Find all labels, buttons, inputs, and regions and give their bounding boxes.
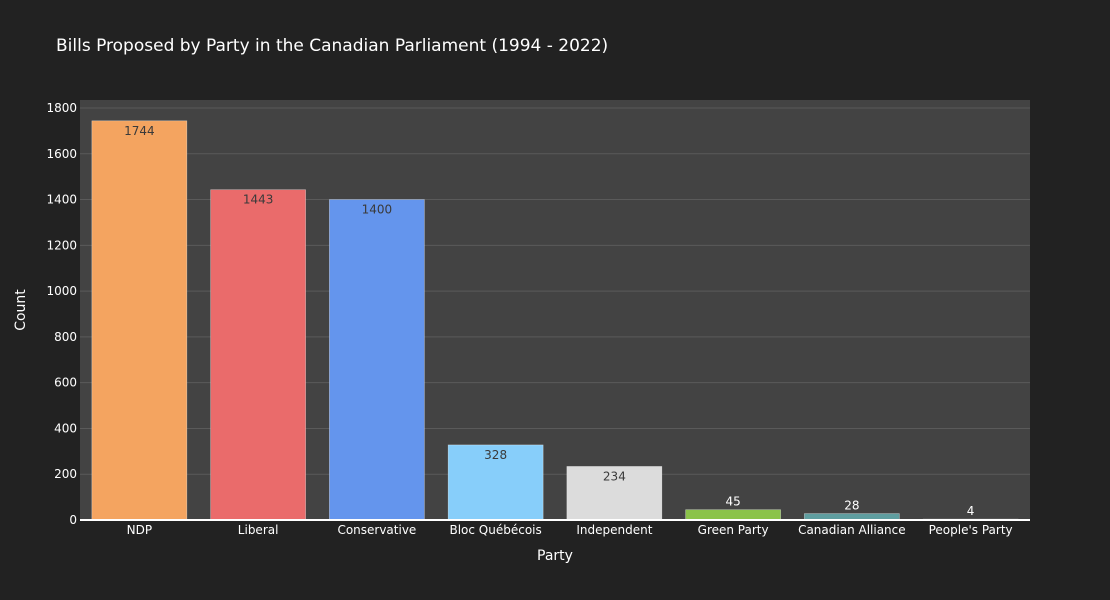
x-tick-label: Independent: [576, 523, 652, 537]
x-tick-label: Liberal: [238, 523, 279, 537]
y-axis-title: Count: [13, 289, 29, 331]
data-label: 234: [603, 469, 626, 483]
bar[interactable]: [566, 466, 663, 521]
data-labels: 1744 1443 1400 328 234 45 28 4: [124, 124, 974, 518]
x-tick-label: Canadian Alliance: [798, 523, 906, 537]
x-tick-label: People's Party: [929, 523, 1013, 537]
y-tick-label: 800: [54, 330, 77, 344]
bar[interactable]: [447, 444, 544, 521]
bars: [91, 120, 1019, 521]
data-label: 328: [484, 448, 507, 462]
y-tick-label: 1200: [46, 238, 77, 252]
bar[interactable]: [210, 189, 306, 521]
x-tick-label: Bloc Québécois: [449, 523, 541, 537]
x-tick-label: NDP: [127, 523, 152, 537]
data-label: 1744: [124, 124, 155, 138]
data-label: 28: [844, 499, 859, 513]
data-label: 45: [725, 495, 740, 509]
bar[interactable]: [91, 120, 188, 521]
y-tick-label: 1400: [46, 193, 77, 207]
x-tick-label: Green Party: [698, 523, 769, 537]
y-tick-label: 1800: [46, 101, 77, 115]
y-tick-label: 0: [69, 513, 77, 527]
chart-title: Bills Proposed by Party in the Canadian …: [56, 36, 608, 56]
bar[interactable]: [329, 199, 425, 521]
y-tick-label: 400: [54, 421, 77, 435]
y-tick-label: 600: [54, 376, 77, 390]
data-label: 1443: [243, 193, 274, 207]
data-label: 4: [967, 504, 975, 518]
y-axis-ticks: 0 200 400 600 800 1000 1200 1400 1600 1800: [46, 101, 77, 527]
y-tick-label: 1600: [46, 147, 77, 161]
y-tick-label: 200: [54, 467, 77, 481]
bar[interactable]: [685, 509, 781, 521]
x-axis-ticks: NDP Liberal Conservative Bloc Québécois Inde…: [127, 523, 1013, 537]
y-tick-label: 1000: [46, 284, 77, 298]
x-tick-label: Conservative: [337, 523, 416, 537]
x-axis-title: Party: [537, 548, 573, 564]
data-label: 1400: [362, 203, 393, 217]
